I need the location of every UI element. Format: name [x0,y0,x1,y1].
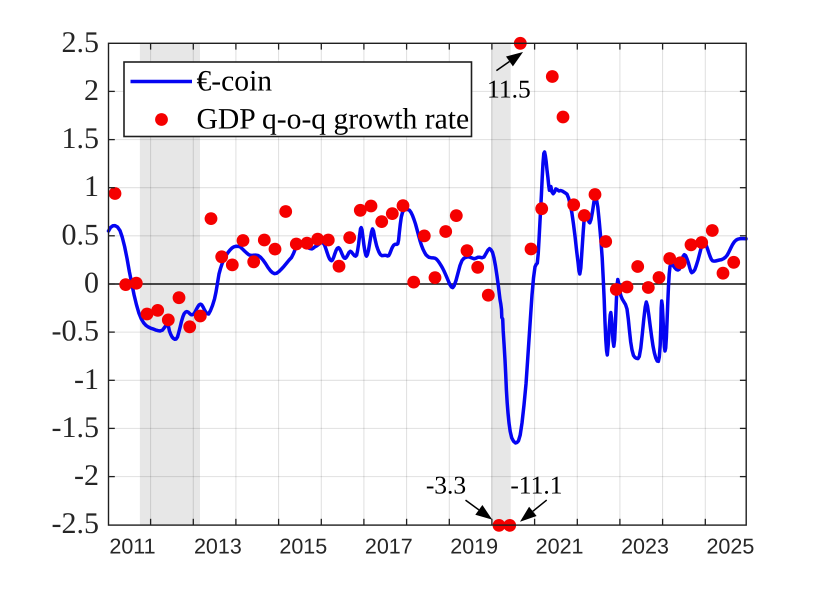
svg-text:-3.3: -3.3 [426,471,466,500]
svg-text:2019: 2019 [450,535,498,559]
svg-text:2011: 2011 [109,535,155,559]
svg-text:2017: 2017 [365,535,413,559]
svg-text:GDP q-o-q growth rate: GDP q-o-q growth rate [197,104,470,136]
svg-text:0: 0 [84,267,99,300]
svg-text:0.5: 0.5 [62,218,100,251]
svg-text:2025: 2025 [706,535,754,559]
svg-text:2021: 2021 [536,535,584,559]
svg-text:2015: 2015 [279,535,327,559]
svg-text:2013: 2013 [194,535,242,559]
svg-text:1.5: 1.5 [62,122,100,155]
svg-text:-1.5: -1.5 [52,411,100,444]
svg-text:-2.5: -2.5 [52,507,100,540]
svg-text:1: 1 [84,170,99,203]
svg-text:-0.5: -0.5 [52,315,100,348]
svg-text:2: 2 [84,74,99,107]
svg-text:2023: 2023 [621,535,669,559]
svg-text:-11.1: -11.1 [510,471,562,500]
svg-text:-2: -2 [74,459,99,492]
svg-text:-1: -1 [74,363,99,396]
svg-text:2.5: 2.5 [62,26,100,59]
svg-text:11.5: 11.5 [487,75,531,104]
svg-text:€-coin: €-coin [197,66,273,98]
